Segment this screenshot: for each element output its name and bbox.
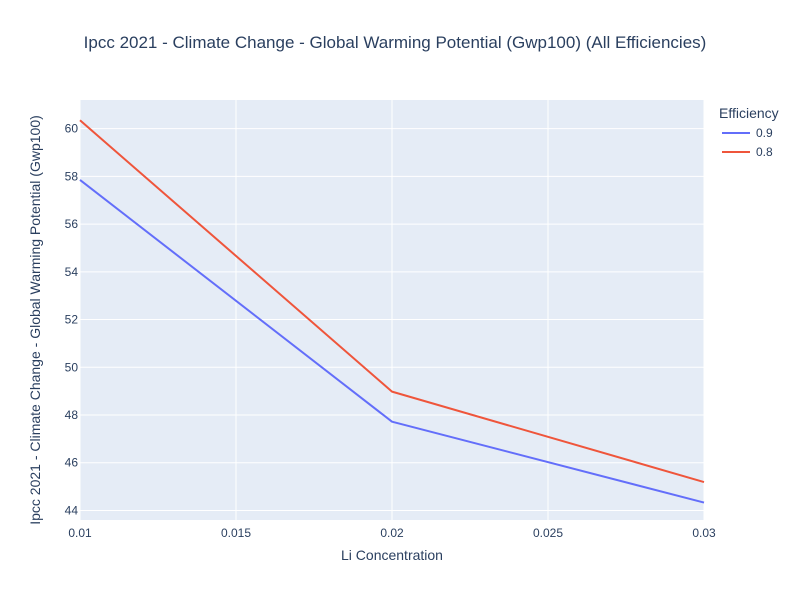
- y-tick-label: 58: [65, 169, 79, 183]
- y-axis-title: Ipcc 2021 - Climate Change - Global Warm…: [27, 115, 43, 525]
- y-tick-label: 60: [65, 122, 79, 136]
- y-tick-label: 44: [65, 503, 79, 517]
- series-lines: [79, 119, 705, 504]
- series-line-0.8: [79, 119, 705, 484]
- legend-label-0.9: 0.9: [756, 126, 773, 140]
- tick-labels: 0.01 0.015 0.02 0.025 0.03 44 46 48 50 52 54 56 58 60: [65, 122, 716, 540]
- y-tick-label: 50: [65, 360, 79, 374]
- x-axis-title: Li Concentration: [341, 547, 443, 563]
- x-tick-label: 0.01: [68, 526, 92, 540]
- legend: Efficiency 0.90.8: [719, 105, 779, 159]
- series-line-0.9: [79, 179, 705, 504]
- y-tick-label: 54: [65, 265, 79, 279]
- y-tick-label: 46: [65, 456, 79, 470]
- x-tick-label: 0.025: [533, 526, 563, 540]
- x-tick-label: 0.03: [692, 526, 716, 540]
- grid-lines: [79, 100, 705, 520]
- y-tick-label: 56: [65, 217, 79, 231]
- y-tick-label: 48: [65, 408, 79, 422]
- y-tick-label: 52: [65, 313, 79, 327]
- legend-label-0.8: 0.8: [756, 145, 773, 159]
- x-tick-label: 0.02: [380, 526, 404, 540]
- legend-items: 0.90.8: [722, 126, 773, 159]
- legend-title: Efficiency: [719, 105, 779, 121]
- chart-title: Ipcc 2021 - Climate Change - Global Warm…: [83, 33, 707, 52]
- x-tick-label: 0.015: [221, 526, 251, 540]
